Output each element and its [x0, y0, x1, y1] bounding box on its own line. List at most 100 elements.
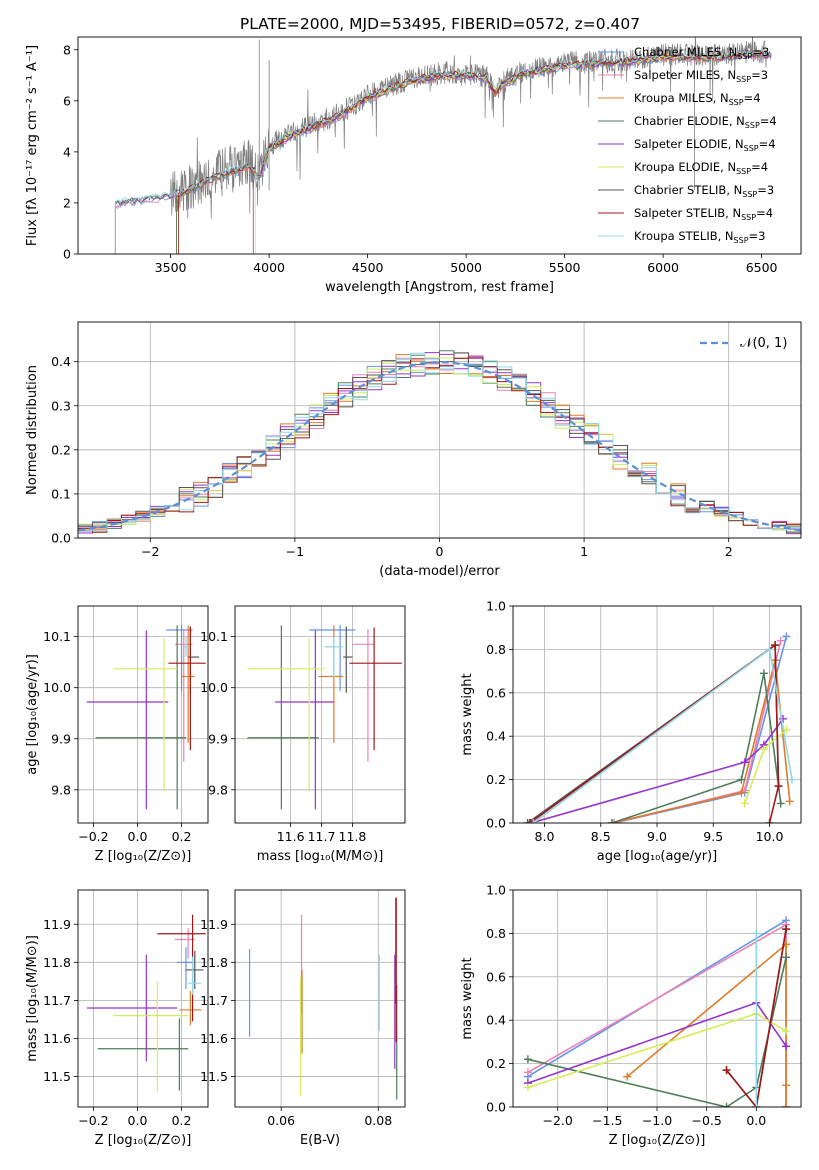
mass-weight-marker: [782, 632, 791, 641]
panel-residuals: −2 −1 0 1 2 0.0 0.1 0.2 0.3 0.4 (data-model)/error…: [25, 321, 802, 579]
mass-weight-line: [611, 673, 782, 823]
x-tick-label: 0.0: [128, 1113, 148, 1128]
mass-weight-line: [725, 928, 787, 1107]
errorbar-point: [324, 636, 344, 678]
x-tick-label: −1.5: [592, 1113, 622, 1128]
errorbar-point: [95, 625, 186, 810]
y-tick-label: 11.9: [200, 917, 228, 932]
mass-weight-marker: [525, 819, 534, 823]
mass-weight-marker: [523, 1055, 532, 1064]
mass-weight-marker: [523, 1083, 532, 1092]
mass-weight-marker: [610, 819, 619, 823]
errorbar-point: [318, 625, 344, 743]
errorbar-point: [247, 638, 325, 792]
y-axis-label: mass weight: [460, 673, 475, 755]
axes-frame: [77, 321, 802, 539]
mass-weight-marker: [782, 1103, 791, 1107]
x-tick-label: −0.2: [78, 829, 108, 844]
axes-frame: [234, 889, 406, 1108]
x-tick-label: 8.5: [591, 829, 611, 844]
y-tick-label: 0.4: [486, 1013, 506, 1028]
mass-weight-marker: [623, 1072, 632, 1081]
mass-weight-marker: [752, 1059, 761, 1068]
panel-age-vs-mass: 11.6 11.7 11.8 9.8 9.9 10.0 10.1 mass [log₁₀(M/…: [200, 605, 406, 864]
mass-weight-marker: [782, 1042, 791, 1051]
y-tick-label: 4: [63, 144, 71, 159]
errorbar-point: [86, 630, 169, 810]
y-tick-label: 11.9: [43, 917, 71, 932]
errorbar-point: [86, 954, 178, 1062]
mass-weight-line: [626, 942, 787, 1107]
y-tick-label: 0: [63, 247, 71, 262]
x-tick-label: 6500: [746, 260, 778, 275]
y-tick-label: 11.6: [200, 1031, 228, 1046]
y-tick-label: 0.2: [51, 442, 71, 457]
x-tick-label: 11.6: [277, 829, 305, 844]
y-axis-label: Flux [fλ 10⁻¹⁷ erg cm⁻² s⁻¹ A⁻¹]: [25, 45, 40, 246]
mass-weight-marker: [722, 1066, 731, 1075]
panel-mass-vs-ebv: 0.06 0.08 11.5 11.6 11.7 11.8 11.9 E(B-V): [200, 889, 406, 1148]
mass-weight-marker: [774, 782, 783, 791]
y-tick-label: 0.0: [486, 816, 506, 831]
x-tick-label: 0.2: [172, 829, 192, 844]
y-tick-label: 10.0: [43, 680, 71, 695]
y-tick-label: 9.8: [51, 782, 71, 797]
x-axis-label: (data-model)/error: [379, 564, 500, 579]
y-tick-label: 0.8: [486, 642, 506, 657]
y-axis-label: age [log₁₀(age/yr)]: [25, 654, 40, 775]
plot-area-mass-vs-Z: [86, 914, 206, 1092]
y-tick-label: 9.9: [51, 731, 71, 746]
legend-entry: Salpeter MILES, NSSP=3: [634, 68, 768, 84]
x-tick-label: 0.08: [364, 1113, 392, 1128]
x-tick-label: −2.0: [543, 1113, 573, 1128]
y-tick-label: 11.8: [43, 955, 71, 970]
legend-entry: Chabrier STELIB, NSSP=3: [634, 183, 774, 199]
mass-weight-marker: [782, 925, 791, 934]
y-tick-label: 2: [63, 195, 71, 210]
plot-area-spectrum: [114, 37, 772, 254]
x-tick-label: −0.2: [78, 1113, 108, 1128]
x-tick-label: 9.0: [647, 829, 667, 844]
x-tick-label: −1: [286, 544, 304, 559]
mass-weight-marker: [782, 1081, 791, 1090]
x-axis-label: Z [log₁₀(Z/Z⊙)]: [95, 849, 192, 864]
mass-weight-marker: [785, 797, 794, 806]
mass-weight-marker: [523, 1068, 532, 1077]
model-spectrum-line: [114, 52, 771, 254]
legend-entry: Salpeter ELODIE, NSSP=4: [634, 137, 776, 153]
axes-frame: [512, 605, 802, 824]
x-tick-label: 10.0: [756, 829, 784, 844]
x-tick-label: −1.0: [642, 1113, 672, 1128]
model-spectrum-line: [114, 51, 771, 254]
y-tick-label: 0.2: [486, 772, 506, 787]
x-axis-label: mass [log₁₀(M/M⊙)]: [257, 849, 384, 864]
x-tick-label: 2: [725, 544, 733, 559]
x-tick-label: 6000: [647, 260, 679, 275]
errorbar-point: [179, 990, 202, 1026]
mass-weight-marker: [788, 775, 796, 784]
plot-area-mass-vs-ebv: [248, 897, 398, 1100]
x-tick-label: 0.0: [746, 1113, 766, 1128]
mass-weight-line: [611, 660, 791, 823]
residual-legend: 𝒩(0, 1): [700, 336, 787, 351]
mass-weight-marker: [765, 645, 774, 654]
errorbar-point: [168, 627, 206, 750]
mass-weight-marker: [782, 1027, 791, 1036]
errorbar-point: [113, 981, 189, 1092]
normal-curve: [78, 360, 801, 532]
plot-area-age-vs-mass: [247, 624, 402, 810]
legend-entry: 𝒩(0, 1): [740, 336, 787, 351]
y-tick-label: 0.6: [486, 685, 506, 700]
x-axis-label: Z [log₁₀(Z/Z⊙)]: [609, 1133, 706, 1148]
x-tick-label: 4000: [253, 260, 285, 275]
mass-weight-marker: [782, 953, 791, 962]
model-spectrum-line: [114, 53, 771, 254]
legend-entry: Chabrier ELODIE, NSSP=4: [634, 114, 777, 130]
errorbar-point: [188, 956, 202, 995]
errorbar-point: [177, 947, 193, 989]
figure-title: PLATE=2000, MJD=53495, FIBERID=0572, z=0…: [240, 15, 640, 33]
y-tick-label: 11.5: [43, 1069, 71, 1084]
y-tick-label: 0.4: [51, 354, 71, 369]
errorbar-point: [343, 626, 353, 693]
